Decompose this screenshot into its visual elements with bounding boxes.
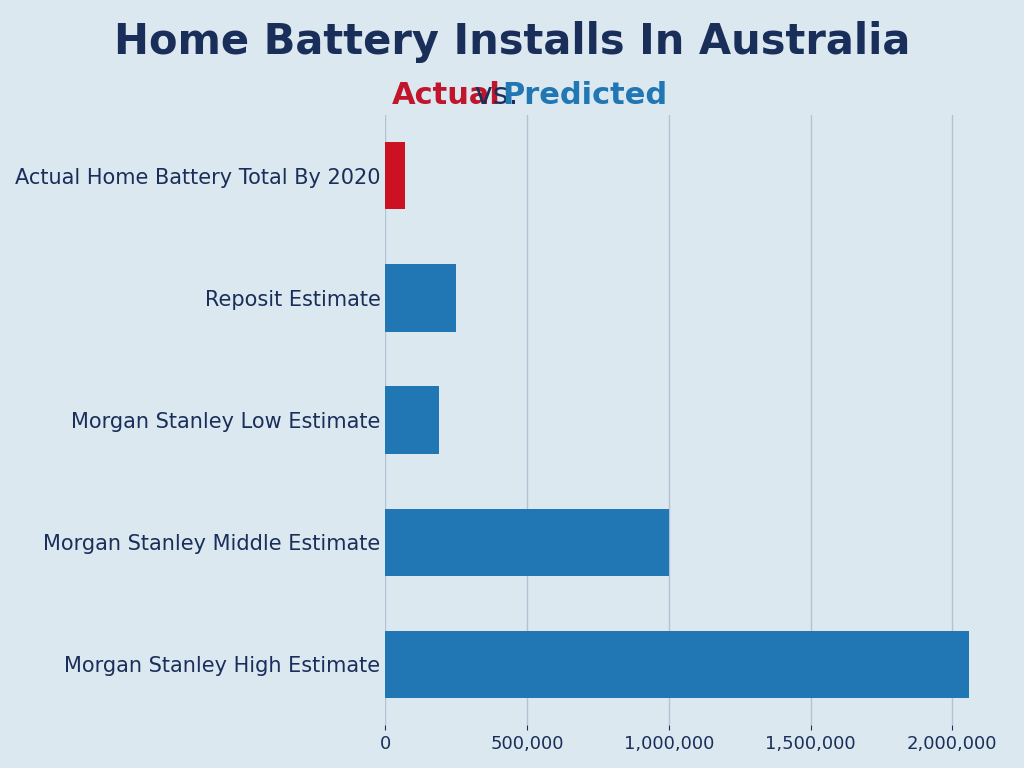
Bar	[385, 386, 439, 454]
Text: Predicted: Predicted	[502, 81, 667, 111]
Text: Actual: Actual	[392, 81, 501, 111]
Bar	[385, 631, 970, 698]
Bar	[385, 142, 406, 210]
Bar	[385, 508, 669, 576]
Text: Home Battery Installs In Australia: Home Battery Installs In Australia	[114, 22, 910, 63]
Text: vs.: vs.	[465, 81, 528, 111]
Bar	[385, 264, 457, 332]
